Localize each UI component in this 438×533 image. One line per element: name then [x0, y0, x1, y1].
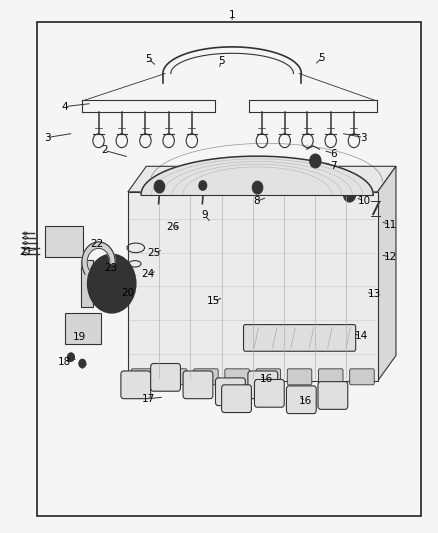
- FancyBboxPatch shape: [248, 371, 278, 399]
- Polygon shape: [128, 166, 396, 192]
- Text: 14: 14: [355, 331, 368, 341]
- Circle shape: [252, 181, 263, 194]
- FancyBboxPatch shape: [183, 371, 213, 399]
- FancyBboxPatch shape: [225, 369, 249, 385]
- FancyBboxPatch shape: [287, 369, 312, 385]
- FancyBboxPatch shape: [350, 369, 374, 385]
- Text: 1: 1: [229, 10, 236, 20]
- Text: 5: 5: [145, 54, 152, 63]
- Text: 9: 9: [201, 211, 208, 220]
- Text: 21: 21: [19, 247, 32, 256]
- FancyBboxPatch shape: [131, 369, 156, 385]
- Text: 19: 19: [73, 332, 86, 342]
- Text: 24: 24: [141, 270, 155, 279]
- Bar: [37, 22, 421, 516]
- FancyBboxPatch shape: [318, 369, 343, 385]
- FancyBboxPatch shape: [151, 364, 180, 391]
- Text: 22: 22: [91, 239, 104, 249]
- Circle shape: [154, 180, 165, 193]
- Text: 2: 2: [101, 146, 108, 155]
- FancyBboxPatch shape: [286, 386, 316, 414]
- Text: 6: 6: [330, 149, 337, 158]
- Polygon shape: [378, 166, 396, 381]
- FancyBboxPatch shape: [222, 385, 251, 413]
- Text: 26: 26: [166, 222, 180, 231]
- Circle shape: [88, 254, 136, 313]
- Text: 16: 16: [260, 375, 273, 384]
- FancyBboxPatch shape: [45, 226, 83, 257]
- Text: 20: 20: [121, 288, 134, 298]
- Polygon shape: [141, 156, 373, 195]
- Text: 8: 8: [253, 197, 260, 206]
- Text: 10: 10: [358, 197, 371, 206]
- Text: 25: 25: [148, 248, 161, 258]
- Text: 17: 17: [141, 394, 155, 403]
- FancyBboxPatch shape: [244, 325, 356, 351]
- Circle shape: [96, 264, 127, 303]
- Text: 5: 5: [218, 56, 225, 66]
- Text: 13: 13: [368, 289, 381, 299]
- Text: 15: 15: [207, 296, 220, 306]
- Polygon shape: [82, 242, 115, 281]
- FancyBboxPatch shape: [81, 260, 93, 307]
- Text: 11: 11: [384, 220, 397, 230]
- Text: 12: 12: [384, 252, 397, 262]
- Circle shape: [67, 353, 74, 361]
- FancyBboxPatch shape: [65, 313, 101, 344]
- Text: 18: 18: [58, 358, 71, 367]
- Text: 23: 23: [104, 263, 117, 272]
- FancyBboxPatch shape: [194, 369, 218, 385]
- Text: 3: 3: [44, 133, 51, 142]
- FancyBboxPatch shape: [318, 382, 348, 409]
- FancyBboxPatch shape: [215, 378, 245, 406]
- FancyBboxPatch shape: [256, 369, 281, 385]
- Text: 4: 4: [61, 102, 68, 111]
- FancyBboxPatch shape: [162, 369, 187, 385]
- Polygon shape: [128, 192, 378, 381]
- Circle shape: [343, 187, 356, 202]
- Text: 3: 3: [360, 133, 367, 142]
- Text: 16: 16: [299, 396, 312, 406]
- Text: 5: 5: [318, 53, 325, 62]
- FancyBboxPatch shape: [121, 371, 151, 399]
- Text: 7: 7: [330, 161, 337, 171]
- Circle shape: [199, 181, 207, 190]
- Circle shape: [310, 154, 321, 168]
- FancyBboxPatch shape: [254, 379, 284, 407]
- Circle shape: [79, 359, 86, 368]
